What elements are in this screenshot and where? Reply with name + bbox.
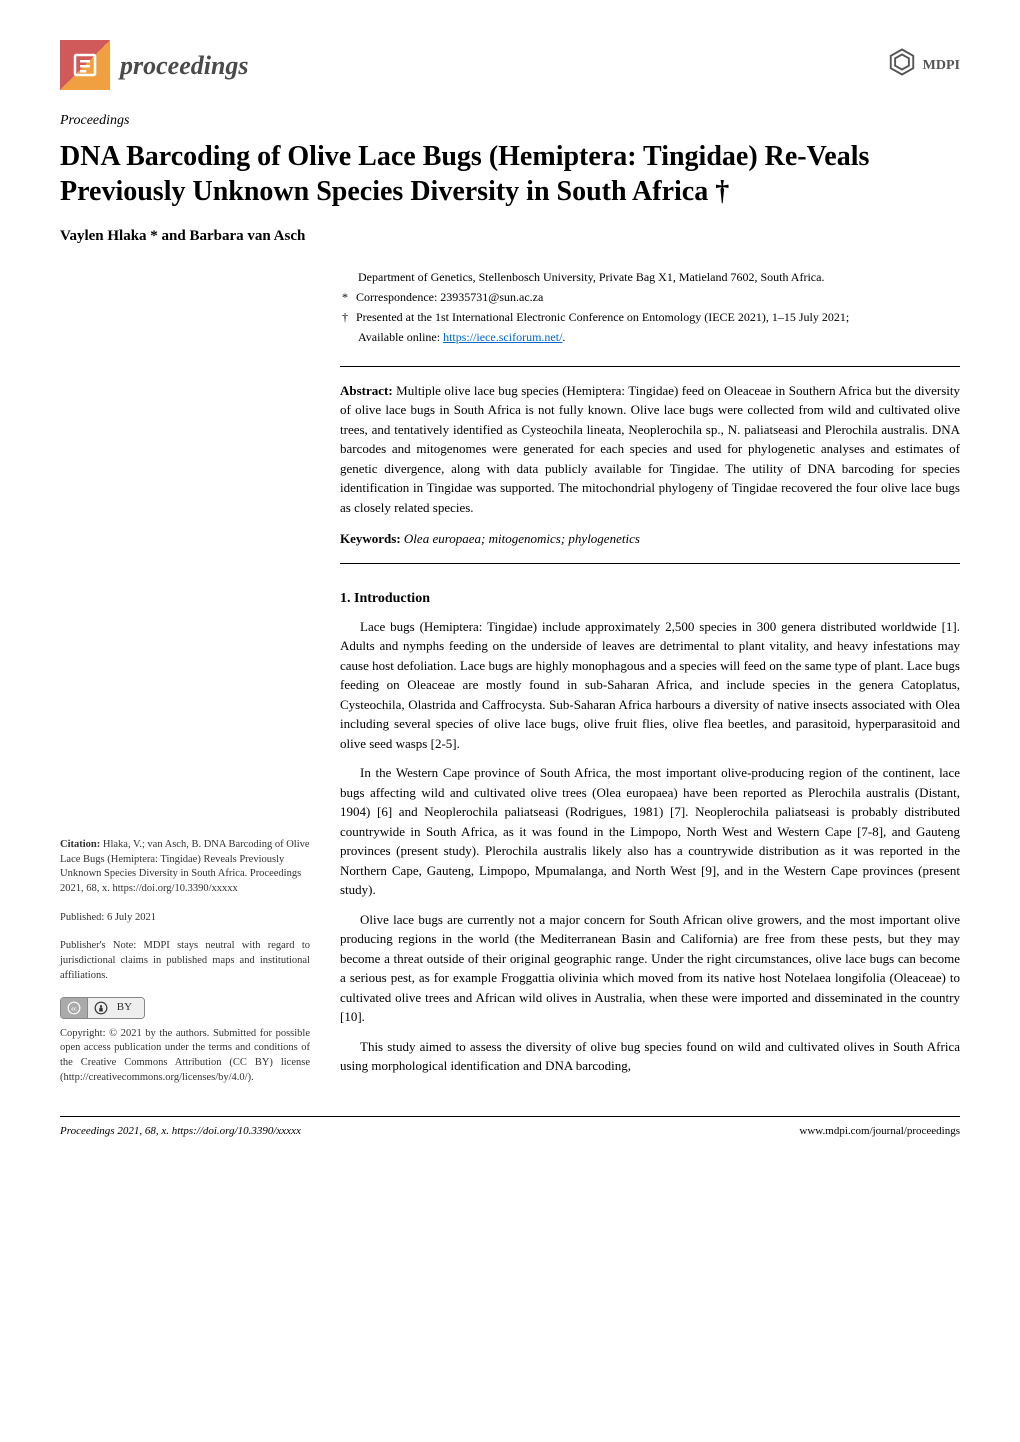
mdpi-hex-icon: [887, 47, 917, 84]
available-online-line: Available online: https://iece.sciforum.…: [358, 328, 960, 346]
keywords-label: Keywords:: [340, 531, 401, 546]
abstract-text: Multiple olive lace bug species (Hemipte…: [340, 383, 960, 515]
by-symbol: BY: [88, 998, 144, 1017]
abstract-label: Abstract:: [340, 383, 393, 398]
footer-right: www.mdpi.com/journal/proceedings: [799, 1123, 960, 1140]
presented-mark: †: [342, 308, 356, 326]
correspondence-mark: *: [342, 288, 356, 306]
cc-by-badge-icon: cc BY: [60, 997, 145, 1018]
publisher-logo-block: MDPI: [887, 47, 960, 84]
published-date: Published: 6 July 2021: [60, 911, 310, 926]
keywords-text: Olea europaea; mitogenomics; phylogeneti…: [401, 531, 640, 546]
presented-line: †Presented at the 1st International Elec…: [358, 308, 960, 326]
body-paragraph: In the Western Cape province of South Af…: [340, 763, 960, 900]
cc-symbol: cc: [61, 998, 88, 1017]
section-heading: 1. Introduction: [340, 588, 960, 609]
copyright-block: Copyright: © 2021 by the authors. Submit…: [60, 1027, 310, 1086]
journal-logo-block: proceedings: [60, 40, 249, 90]
citation-label: Citation:: [60, 839, 100, 850]
footer-left: Proceedings 2021, 68, x. https://doi.org…: [60, 1123, 301, 1140]
section-introduction: 1. Introduction Lace bugs (Hemiptera: Ti…: [340, 588, 960, 1076]
publisher-label: MDPI: [923, 55, 960, 76]
main-column: Department of Genetics, Stellenbosch Uni…: [340, 268, 960, 1086]
proceedings-logo-icon: [60, 40, 110, 90]
available-link[interactable]: https://iece.sciforum.net/: [443, 330, 562, 344]
svg-text:cc: cc: [71, 1006, 77, 1012]
body-paragraph: This study aimed to assess the diversity…: [340, 1037, 960, 1076]
two-column-layout: Citation: Hlaka, V.; van Asch, B. DNA Ba…: [60, 268, 960, 1086]
available-suffix: .: [562, 330, 565, 344]
body-paragraph: Lace bugs (Hemiptera: Tingidae) include …: [340, 617, 960, 754]
presented-text: Presented at the 1st International Elect…: [356, 310, 849, 324]
sidebar: Citation: Hlaka, V.; van Asch, B. DNA Ba…: [60, 268, 310, 1086]
keywords-block: Keywords: Olea europaea; mitogenomics; p…: [340, 529, 960, 549]
body-paragraph: Olive lace bugs are currently not a majo…: [340, 910, 960, 1027]
article-type: Proceedings: [60, 110, 960, 131]
citation-block: Citation: Hlaka, V.; van Asch, B. DNA Ba…: [60, 838, 310, 897]
correspondence-text: Correspondence: 23935731@sun.ac.za: [356, 290, 543, 304]
article-title: DNA Barcoding of Olive Lace Bugs (Hemipt…: [60, 139, 960, 209]
authors-line: Vaylen Hlaka * and Barbara van Asch: [60, 225, 960, 248]
pubnote-label: Publisher's Note:: [60, 940, 136, 951]
affiliation-department: Department of Genetics, Stellenbosch Uni…: [358, 268, 960, 286]
journal-name: proceedings: [120, 46, 249, 85]
copyright-label: Copyright:: [60, 1028, 106, 1039]
affiliation-block: Department of Genetics, Stellenbosch Uni…: [358, 268, 960, 346]
page-footer: Proceedings 2021, 68, x. https://doi.org…: [60, 1116, 960, 1140]
publishers-note: Publisher's Note: MDPI stays neutral wit…: [60, 939, 310, 983]
abstract-para: Abstract: Multiple olive lace bug specie…: [340, 381, 960, 518]
abstract-block: Abstract: Multiple olive lace bug specie…: [340, 366, 960, 564]
cc-badge-row: cc BY: [60, 997, 310, 1018]
correspondence-line: *Correspondence: 23935731@sun.ac.za: [358, 288, 960, 306]
available-prefix: Available online:: [358, 330, 443, 344]
page-header: proceedings MDPI: [60, 40, 960, 90]
